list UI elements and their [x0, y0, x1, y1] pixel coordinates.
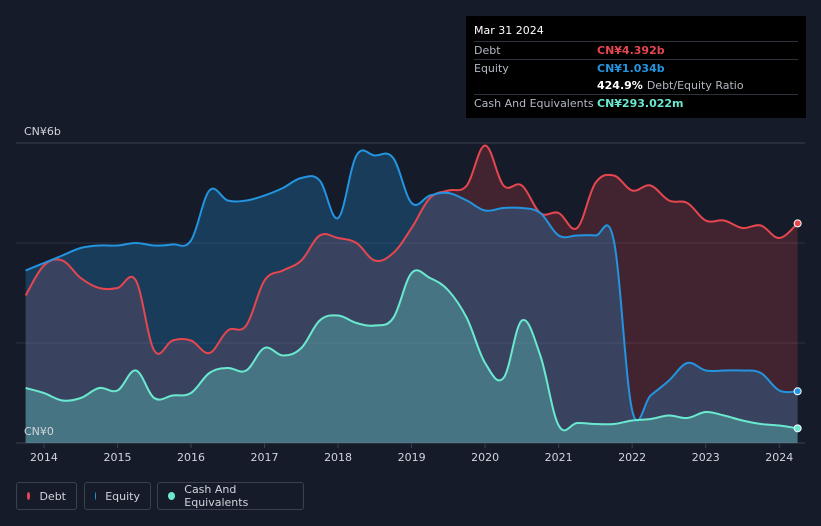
series-lines [24, 144, 799, 432]
x-tick-label-2016: 2016 [177, 451, 205, 464]
tooltip-row-equity: Equity CN¥1.034b [474, 59, 798, 77]
tooltip-ratio-label: Debt/Equity Ratio [646, 79, 744, 92]
cash-and-equivalents-area [25, 270, 798, 443]
x-tick-label-2014: 2014 [30, 451, 58, 464]
x-axis-ticks: 2014 2015 2016 2017 2018 2019 2020 2021 2022 2023… [30, 443, 793, 464]
legend-debt-dot [27, 492, 31, 500]
series-endpoints [793, 219, 802, 433]
x-tick-label-2020: 2020 [471, 451, 499, 464]
legend-debt[interactable]: Debt [16, 482, 77, 510]
tooltip-debt-label: Debt [474, 44, 501, 57]
legend-cash-label: Cash And Equivalents [184, 483, 249, 509]
legend-equity-dot [95, 492, 97, 500]
tooltip-ratio-value: 424.9% [597, 79, 643, 92]
x-tick-label-2024: 2024 [765, 451, 793, 464]
tooltip-row-cash: Cash And Equivalents CN¥293.022m [474, 94, 798, 112]
tooltip-equity-value: CN¥1.034b [597, 62, 665, 75]
cash-and-equivalents-endpoint [793, 424, 802, 433]
x-tick-label-2017: 2017 [251, 451, 279, 464]
x-tick-label-2019: 2019 [398, 451, 426, 464]
tooltip-date: Mar 31 2024 [474, 24, 544, 37]
x-tick-label-2015: 2015 [103, 451, 131, 464]
tooltip-cash-value: CN¥293.022m [597, 97, 684, 110]
tooltip-panel: Mar 31 2024 Debt CN¥4.392b Equity CN¥1.0… [466, 16, 806, 118]
legend-cash[interactable]: Cash And Equivalents [157, 482, 304, 510]
tooltip-debt-value: CN¥4.392b [597, 44, 665, 57]
equity-line [25, 149, 798, 422]
x-tick-label-2021: 2021 [545, 451, 573, 464]
cash-and-equivalents-line [25, 269, 798, 432]
x-tick-label-2018: 2018 [324, 451, 352, 464]
debt-line [24, 144, 799, 355]
legend-equity-label: Equity [105, 489, 140, 503]
tooltip-row-ratio: 424.9% Debt/Equity Ratio [474, 77, 798, 94]
equity-endpoint [793, 387, 802, 396]
tooltip-row-debt: Debt CN¥4.392b [474, 41, 798, 59]
legend-equity[interactable]: Equity [84, 482, 151, 510]
debt-endpoint [793, 219, 802, 228]
x-tick-label-2022: 2022 [618, 451, 646, 464]
x-tick-label-2023: 2023 [692, 451, 720, 464]
tooltip-equity-label: Equity [474, 62, 509, 75]
legend-cash-dot [168, 492, 176, 500]
y-axis-top-label: CN¥6b [24, 125, 61, 138]
legend-debt-label: Debt [39, 489, 66, 503]
tooltip-cash-label: Cash And Equivalents [474, 97, 594, 110]
y-axis-bottom-label: CN¥0 [24, 425, 54, 438]
